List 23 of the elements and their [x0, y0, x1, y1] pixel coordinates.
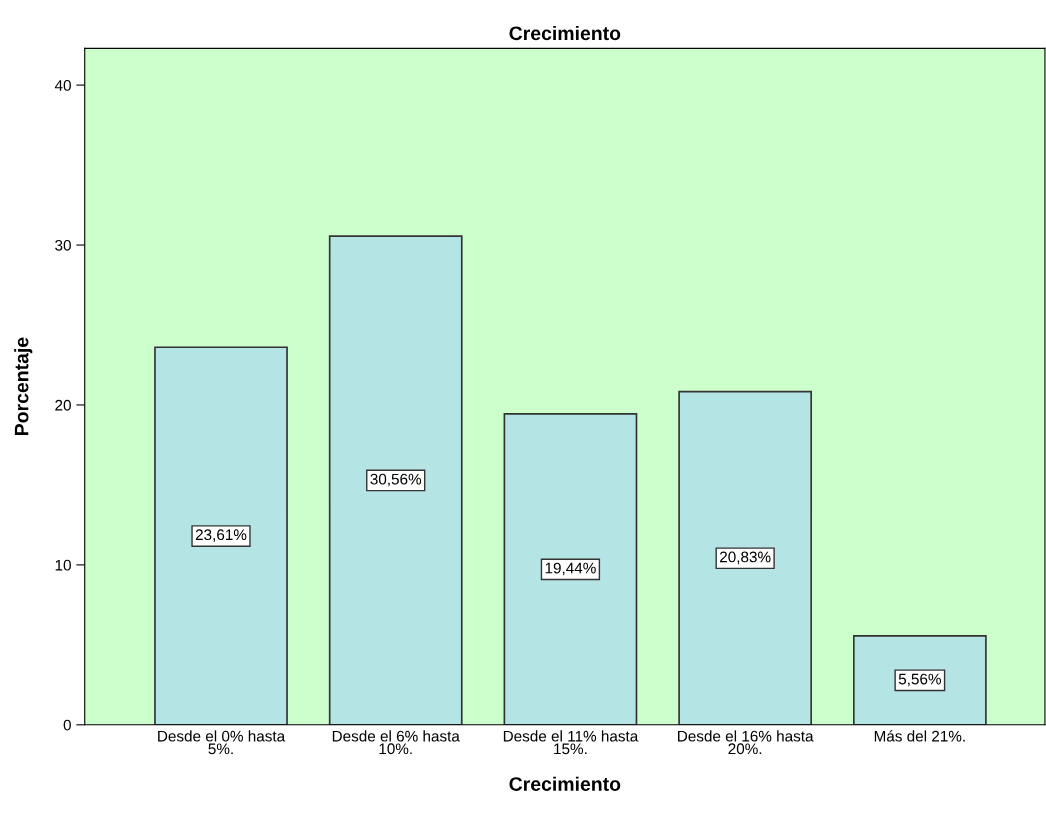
x-tick-label: Desde el 0% hasta 5%.: [158, 730, 286, 755]
x-tick-label: Más del 21%.: [874, 730, 965, 742]
bar: [678, 390, 813, 725]
chart-title: Crecimiento: [509, 25, 621, 41]
y-tick-label: 10: [55, 559, 71, 571]
data-label: 23,61%: [195, 529, 247, 542]
y-axis-title: Porcentaje: [14, 337, 33, 435]
x-axis-title: Crecimiento: [509, 776, 621, 791]
bar: [852, 635, 987, 725]
y-tick-label: 40: [54, 79, 71, 91]
bar: [154, 346, 288, 725]
y-tick-label: 30: [55, 239, 71, 251]
data-label: 30,56%: [370, 473, 422, 487]
y-tick-label: 20: [55, 399, 71, 411]
x-tick-label: Desde el 11% hasta 15%.: [503, 730, 639, 755]
x-tick-label: Desde el 6% hasta 10%.: [332, 730, 460, 755]
x-tick-label: Desde el 16% hasta 20%.: [678, 730, 814, 755]
bar: [503, 413, 638, 725]
data-label: 19,44%: [545, 562, 596, 576]
data-label: 20,83%: [720, 551, 771, 565]
data-label: 5,56%: [898, 673, 941, 687]
y-tick-label: 0: [63, 719, 71, 731]
bar: [328, 235, 463, 725]
